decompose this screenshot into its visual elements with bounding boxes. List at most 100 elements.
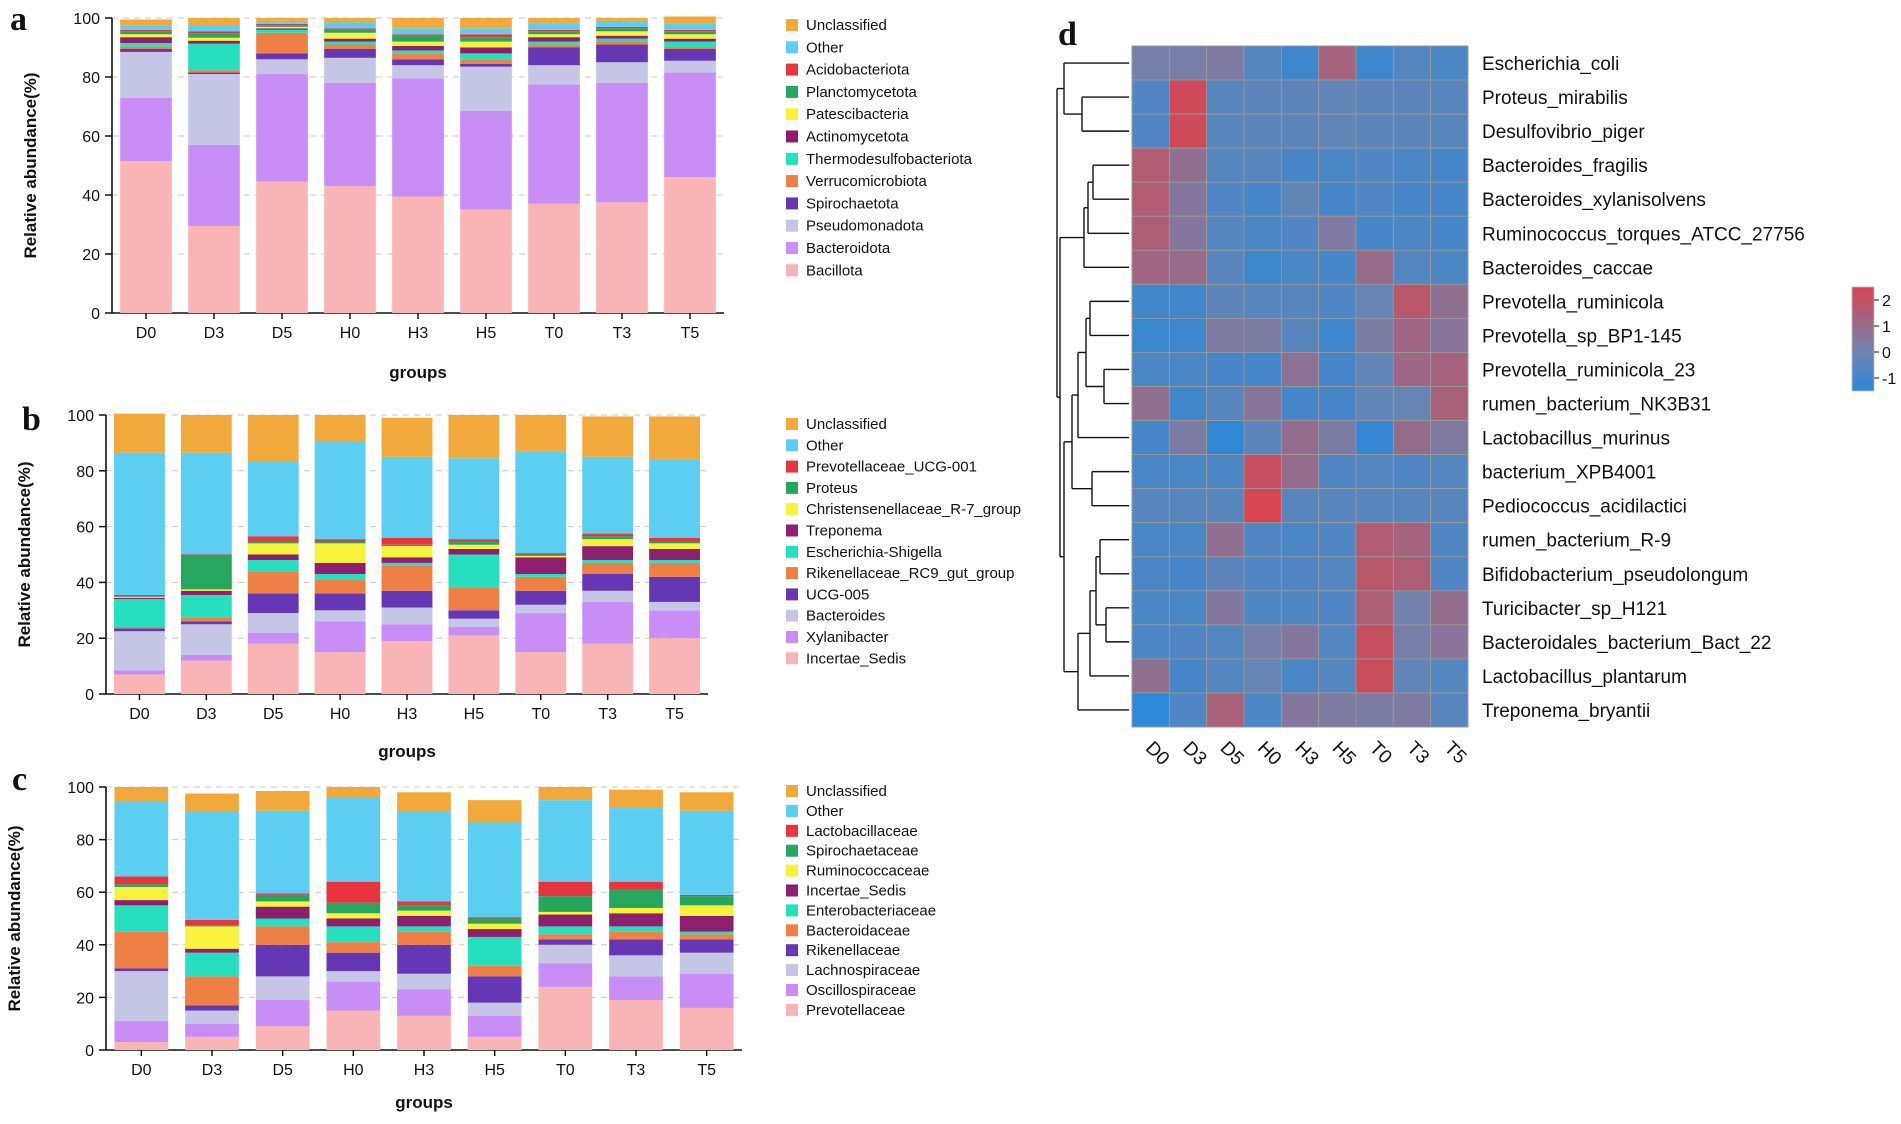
bar-segment-ucg-005-h3	[381, 590, 433, 608]
row-label-bacteroides-caccae: Bacteroides_caccae	[1482, 258, 1653, 279]
heatmap-cell-rumen-bacterium-r-9-d5	[1206, 522, 1245, 558]
heatmap-cell-rumen-bacterium-r-9-t0	[1355, 522, 1394, 558]
heatmap-cell-bacteroidales-bacterium-bact-22-d5	[1206, 624, 1245, 660]
bar-segment-ruminococcaceae-d5	[255, 901, 310, 907]
legend-label-unclassified: Unclassified	[806, 783, 887, 800]
bar-segment-other-d0	[114, 452, 165, 595]
bar-segment-thermodesulfobacteriota-d3	[188, 43, 240, 71]
heatmap-cell-proteus-mirabilis-t3	[1392, 79, 1432, 115]
heatmap-cell-lactobacillus-murinus-d5	[1206, 420, 1245, 455]
legend-swatch-rikenellaceae-rc9-gut-group	[786, 567, 798, 580]
heatmap-cell-prevotella-ruminicola-23-t5	[1430, 352, 1469, 387]
heatmap-cell-bacterium-xpb4001-t0	[1355, 454, 1394, 490]
row-label-escherichia-coli: Escherichia_coli	[1482, 54, 1619, 75]
bar-segment-pseudomonadota-t0	[528, 65, 580, 85]
bar-segment-bacillota-t5	[664, 177, 716, 313]
heatmap-cell-turicibacter-sp-h121-d3	[1168, 590, 1208, 626]
legend-label-acidobacteriota: Acidobacteriota	[806, 62, 910, 79]
bar-segment-prevotellaceae-ucg-001-h5	[448, 539, 500, 542]
legend-swatch-other	[786, 41, 798, 54]
heatmap-cell-lactobacillus-plantarum-d5	[1206, 658, 1245, 694]
legend-swatch-unclassified	[786, 785, 798, 797]
heatmap-cell-bacterium-xpb4001-t3	[1392, 454, 1432, 490]
heatmap-cell-rumen-bacterium-r-9-t5	[1430, 522, 1469, 558]
bar-segment-proteus-h0	[314, 541, 366, 544]
bar-segment-xylanibacter-h5	[448, 627, 500, 636]
x-tick-label-h5: H5	[476, 325, 497, 342]
legend-swatch-planctomycetota	[786, 85, 798, 98]
heatmap-cell-bacterium-xpb4001-h5	[1318, 454, 1357, 490]
bar-segment-rikenellaceae-rc9-gut-group-d0	[114, 627, 165, 629]
bar-segment-unclassified-t5	[679, 792, 734, 811]
bar-segment-rikenellaceae-t0	[538, 939, 593, 945]
y-tick-label-40: 40	[76, 938, 94, 955]
bar-segment-prevotellaceae-t0	[538, 986, 593, 1050]
colorbar-label-1: 1	[1882, 319, 1891, 336]
heatmap-cell-lactobacillus-murinus-t0	[1355, 420, 1394, 455]
heatmap-cell-rumen-bacterium-nk3b31-t3	[1392, 386, 1432, 421]
x-axis-title: groups	[378, 742, 436, 761]
heatmap-cell-treponema-bryantii-h3	[1280, 692, 1320, 728]
heatmap-cell-rumen-bacterium-r-9-d3	[1168, 522, 1208, 558]
bar-segment-other-d0	[120, 25, 172, 30]
legend-label-lachnospiraceae: Lachnospiraceae	[806, 962, 920, 979]
bar-segment-pseudomonadota-h3	[392, 65, 444, 79]
legend-label-lactobacillaceae: Lactobacillaceae	[806, 823, 918, 840]
legend-swatch-spirochaetaceae	[786, 844, 798, 857]
heatmap-cell-rumen-bacterium-nk3b31-d3	[1168, 386, 1208, 421]
x-tick-label-t0: T0	[531, 706, 550, 723]
bar-segment-patescibacteria-d5	[256, 26, 308, 29]
bar-segment-oscillospiraceae-t0	[538, 963, 593, 987]
legend-label-unclassified: Unclassified	[806, 17, 887, 34]
bar-segment-other-h3	[397, 811, 451, 902]
bar-segment-oscillospiraceae-t3	[609, 976, 663, 1001]
bar-segment-unclassified-h5	[448, 415, 500, 459]
bar-segment-xylanibacter-t3	[582, 601, 634, 644]
bar-segment-pseudomonadota-t3	[596, 62, 648, 83]
bar-segment-patescibacteria-d3	[188, 37, 240, 41]
bar-segment-incertae-sedis-d5	[255, 906, 310, 919]
bar-segment-incertae-sedis-t0	[515, 652, 567, 694]
bar-segment-christensenellaceae-r-7-group-d3	[180, 589, 232, 591]
row-label-bacteroides-xylanisolvens: Bacteroides_xylanisolvens	[1482, 190, 1706, 211]
heatmap-cell-rumen-bacterium-nk3b31-t0	[1355, 386, 1394, 421]
bar-segment-ucg-005-d3	[180, 621, 232, 625]
bar-segment-ruminococcaceae-d3	[185, 926, 239, 949]
stacked-bar-chart-c: 0 20 40 60 80 100 D0 D3 D5 H0 H3 H5 T0 T3 T5 groups Rela…	[5, 780, 936, 1112]
bar-segment-lachnospiraceae-h3	[397, 973, 451, 990]
heatmap-cell-bacteroidales-bacterium-bact-22-t5	[1430, 624, 1469, 660]
bar-segment-ruminococcaceae-h5	[467, 923, 522, 930]
legend-label-escherichia-shigella: Escherichia-Shigella	[806, 544, 943, 561]
y-tick-label-0: 0	[91, 306, 100, 323]
bar-segment-other-h0	[314, 441, 366, 540]
legend-label-spirochaetota: Spirochaetota	[806, 195, 899, 212]
heatmap-cell-turicibacter-sp-h121-h5	[1318, 590, 1357, 626]
colorbar-label-1: -1	[1882, 371, 1896, 388]
bar-segment-oscillospiraceae-d3	[185, 1023, 239, 1037]
bar-segment-ucg-005-d5	[247, 593, 299, 614]
heatmap-cell-rumen-bacterium-nk3b31-h5	[1318, 386, 1357, 421]
bar-segment-unclassified-t0	[515, 415, 567, 452]
bar-segment-unclassified-t0	[538, 787, 593, 801]
y-tick-label-60: 60	[82, 129, 100, 146]
legend-label-oscillospiraceae: Oscillospiraceae	[806, 982, 916, 999]
bar-segment-spirochaetaceae-h3	[397, 905, 451, 911]
heatmap-cell-lactobacillus-plantarum-h0	[1243, 658, 1282, 694]
heatmap-cell-prevotella-ruminicola-t3	[1392, 283, 1432, 319]
bar-segment-prevotellaceae-ucg-001-t5	[649, 537, 700, 542]
bar-segment-bacteroidota-d5	[256, 74, 308, 182]
heatmap-cell-desulfovibrio-piger-t5	[1430, 113, 1469, 149]
bar-segment-spirochaetaceae-d3	[185, 925, 239, 927]
heatmap-cell-desulfovibrio-piger-d3	[1168, 113, 1208, 149]
heatmap-cell-treponema-bryantii-h5	[1318, 692, 1357, 728]
bar-segment-other-d5	[255, 810, 310, 894]
bar-segment-escherichia-shigella-d3	[180, 594, 232, 618]
legend-swatch-thermodesulfobacteriota	[786, 152, 798, 165]
bar-segment-pseudomonadota-d0	[120, 51, 172, 98]
bar-segment-incertae-sedis-h0	[326, 918, 381, 927]
bar-segment-planctomycetota-d5	[256, 25, 308, 27]
bar-segment-christensenellaceae-r-7-group-t0	[515, 555, 567, 558]
bar-segment-acidobacteriota-d5	[256, 23, 308, 26]
x-tick-label-h0: H0	[343, 1062, 364, 1079]
bar-segment-planctomycetota-d0	[120, 31, 172, 35]
